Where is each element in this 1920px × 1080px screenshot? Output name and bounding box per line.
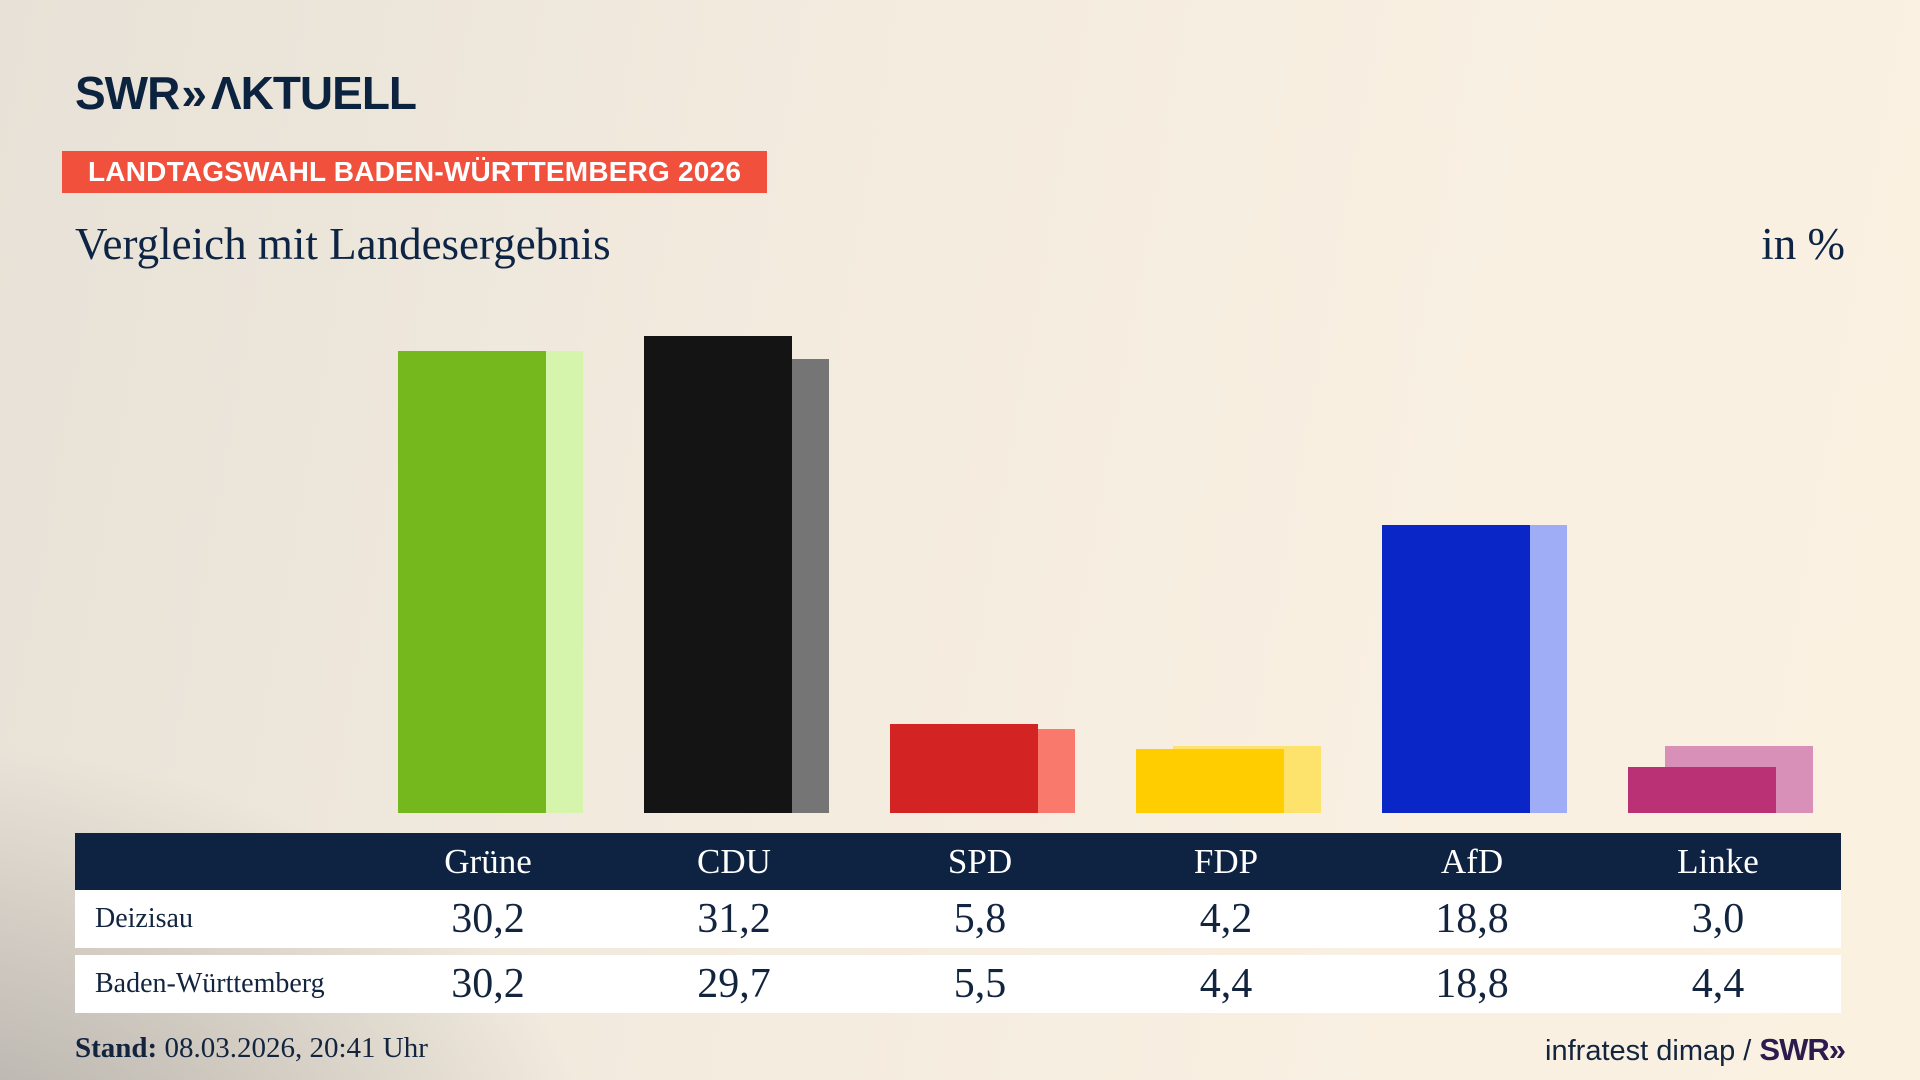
value-cell-afd: 18,8: [1435, 896, 1509, 942]
stand-label: Stand:: [75, 1032, 158, 1064]
results-table: Grüne CDU SPD FDP AfD Linke Deizisau 30,2 31,2 5…: [75, 833, 1841, 1013]
logo-swr-text: SWR: [75, 67, 180, 119]
chart-title: Vergleich mit Landesergebnis: [75, 219, 611, 269]
source-text: infratest dimap /: [1545, 1035, 1760, 1067]
header-cell-grüne: Grüne: [444, 841, 532, 881]
header-cell-cdu: CDU: [697, 841, 771, 881]
row-label: Baden-Württemberg: [95, 968, 325, 999]
value-cell-grüne: 30,2: [451, 896, 525, 942]
bar-group-cdu: [644, 0, 829, 813]
value-cell-fdp: 4,4: [1199, 961, 1253, 1007]
value-cell-linke: 3,0: [1691, 896, 1745, 942]
value-cell-spd: 5,5: [953, 961, 1007, 1007]
header-cell-spd: SPD: [947, 841, 1013, 881]
unit-label: in %: [1761, 219, 1845, 269]
bar-group-fdp: [1136, 0, 1321, 813]
value-cell-afd: 18,8: [1435, 961, 1509, 1007]
bar-municipality-cdu: [644, 336, 792, 813]
value-cell-spd: 5,8: [953, 896, 1007, 942]
bar-group-grüne: [398, 0, 583, 813]
swr-aktuell-logo: SWR» ΛKTUELL: [75, 66, 417, 120]
swr-logo-small: SWR»: [1759, 1032, 1846, 1067]
table-row-deizisau: Deizisau 30,2 31,2 5,8 4,2 18,8 3,0: [75, 890, 1841, 948]
stand-value: 08.03.2026, 20:41 Uhr: [157, 1032, 428, 1064]
header-cell-afd: AfD: [1440, 841, 1504, 881]
table-header-row: Grüne CDU SPD FDP AfD Linke: [75, 833, 1841, 890]
bar-group-linke: [1628, 0, 1813, 813]
table-row-baden-wuerttemberg: Baden-Württemberg 30,2 29,7 5,5 4,4 18,8 4,4: [75, 955, 1841, 1013]
bar-group-afd: [1382, 0, 1567, 813]
value-cell-fdp: 4,2: [1199, 896, 1253, 942]
bar-municipality-afd: [1382, 525, 1530, 813]
logo-aktuell-text: ΛKTUELL: [210, 67, 417, 119]
bar-municipality-fdp: [1136, 749, 1284, 813]
value-cell-linke: 4,4: [1691, 961, 1745, 1007]
header-cell-fdp: FDP: [1193, 841, 1259, 881]
source-credit: infratest dimap / SWR»: [1545, 1032, 1846, 1068]
value-cell-cdu: 31,2: [697, 896, 771, 942]
election-banner: LANDTAGSWAHL BADEN-WÜRTTEMBERG 2026: [62, 151, 768, 193]
bar-municipality-grüne: [398, 351, 546, 813]
bar-municipality-linke: [1628, 767, 1776, 813]
row-label: Deizisau: [95, 903, 193, 934]
value-cell-cdu: 29,7: [697, 961, 771, 1007]
bar-municipality-spd: [890, 724, 1038, 813]
bar-chart: [398, 0, 1813, 813]
timestamp: Stand: 08.03.2026, 20:41 Uhr: [75, 1032, 428, 1065]
bar-group-spd: [890, 0, 1075, 813]
value-cell-grüne: 30,2: [451, 961, 525, 1007]
header-cell-linke: Linke: [1677, 841, 1759, 881]
